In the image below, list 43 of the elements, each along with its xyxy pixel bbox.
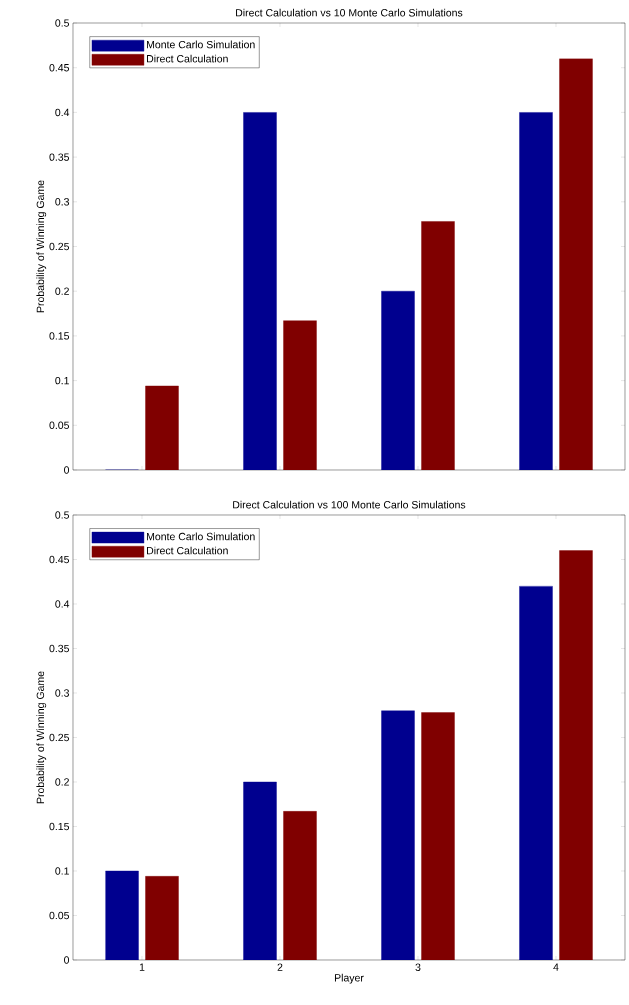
- y-tick-label: 0.2: [55, 778, 69, 786]
- y-tick-label: 0.1: [55, 376, 69, 385]
- y-tick-label: 0.45: [49, 63, 70, 72]
- y-tick-label: 0: [64, 466, 70, 474]
- y-axis-title: Probability of Winning Game: [36, 671, 47, 804]
- y-tick-label: 0.35: [49, 644, 70, 653]
- x-tick-label: 3: [415, 963, 421, 971]
- legend-label: Direct Calculation: [147, 546, 228, 555]
- x-tick-label: 2: [277, 963, 283, 971]
- y-tick-label: 0.05: [49, 911, 70, 920]
- y-tick-label: 0.4: [55, 108, 70, 117]
- bar: [559, 550, 593, 960]
- bar: [421, 712, 455, 960]
- bar: [145, 876, 179, 960]
- bar: [559, 58, 593, 470]
- bar: [421, 221, 455, 470]
- legend-label: Direct Calculation: [147, 54, 228, 63]
- bar: [145, 385, 179, 470]
- y-tick-label: 0.15: [49, 822, 70, 831]
- chart-title: Direct Calculation vs 100 Monte Carlo Simulations: [233, 500, 466, 509]
- chart-title: Direct Calculation vs 10 Monte Carlo Simulations: [236, 8, 463, 17]
- y-tick-label: 0.35: [49, 153, 70, 161]
- legend-label: Monte Carlo Simulation: [147, 532, 255, 541]
- y-tick-label: 0.5: [55, 511, 70, 519]
- y-tick-label: 0.2: [55, 287, 69, 295]
- x-axis-title: Player: [334, 973, 364, 984]
- y-axis-title: Probability of Winning Game: [36, 180, 47, 313]
- y-tick-label: 0.45: [49, 555, 70, 564]
- bar: [283, 320, 317, 470]
- y-tick-label: 0.25: [49, 733, 70, 742]
- x-tick-label: 4: [553, 963, 559, 971]
- y-tick-label: 0.1: [55, 867, 69, 875]
- y-tick-label: 0.05: [49, 421, 70, 430]
- y-tick-label: 0.15: [49, 332, 70, 340]
- y-tick-label: 0.3: [55, 198, 70, 206]
- y-tick-label: 0.25: [49, 242, 70, 251]
- y-tick-label: 0: [64, 956, 70, 964]
- y-tick-label: 0.5: [55, 19, 70, 27]
- y-tick-label: 0.4: [55, 600, 70, 608]
- y-tick-label: 0.3: [55, 689, 70, 697]
- x-tick-label: 1: [139, 963, 145, 971]
- bar: [283, 811, 317, 960]
- legend-label: Monte Carlo Simulation: [147, 40, 255, 49]
